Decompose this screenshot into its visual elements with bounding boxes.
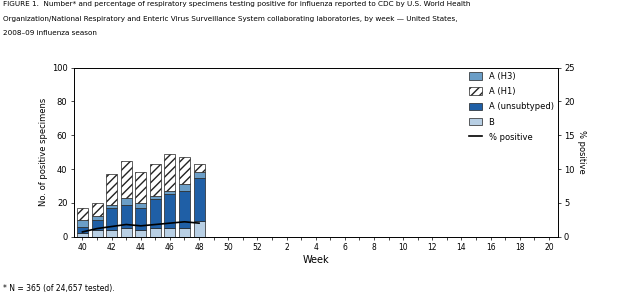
Bar xyxy=(194,164,204,172)
Bar xyxy=(121,198,131,205)
Bar xyxy=(179,228,190,237)
Bar xyxy=(121,228,131,237)
Bar xyxy=(106,205,117,208)
Y-axis label: % positive: % positive xyxy=(576,130,585,174)
X-axis label: Week: Week xyxy=(303,255,329,265)
Bar xyxy=(165,154,176,191)
Bar xyxy=(135,230,146,237)
Bar xyxy=(150,199,161,228)
Bar xyxy=(106,208,117,230)
Bar xyxy=(194,221,204,237)
Bar xyxy=(194,178,204,221)
Bar xyxy=(92,203,103,216)
Bar xyxy=(179,191,190,228)
Bar xyxy=(194,172,204,178)
Text: FIGURE 1.  Number* and percentage of respiratory specimens testing positive for : FIGURE 1. Number* and percentage of resp… xyxy=(3,1,470,7)
Legend: A (H3), A (H1), A (unsubtyped), B, % positive: A (H3), A (H1), A (unsubtyped), B, % pos… xyxy=(469,72,553,142)
Text: Organization/National Respiratory and Enteric Virus Surveillance System collabor: Organization/National Respiratory and En… xyxy=(3,16,458,21)
Bar xyxy=(135,208,146,230)
Bar xyxy=(121,161,131,198)
Bar xyxy=(165,194,176,228)
Bar xyxy=(92,220,103,230)
Bar xyxy=(150,164,161,196)
Bar xyxy=(165,228,176,237)
Bar xyxy=(121,205,131,228)
Bar xyxy=(150,228,161,237)
Bar xyxy=(106,230,117,237)
Text: * N = 365 (of 24,657 tested).: * N = 365 (of 24,657 tested). xyxy=(3,283,115,293)
Bar xyxy=(135,172,146,203)
Bar xyxy=(135,203,146,208)
Bar xyxy=(165,191,176,194)
Bar xyxy=(179,157,190,184)
Bar xyxy=(77,208,88,220)
Bar xyxy=(179,184,190,191)
Bar xyxy=(92,230,103,237)
Bar xyxy=(77,226,88,233)
Bar xyxy=(77,233,88,237)
Text: 2008–09 influenza season: 2008–09 influenza season xyxy=(3,30,97,36)
Bar xyxy=(77,220,88,226)
Bar xyxy=(92,216,103,220)
Bar xyxy=(106,174,117,205)
Bar xyxy=(150,196,161,199)
Y-axis label: No. of positive specimens: No. of positive specimens xyxy=(38,98,47,206)
